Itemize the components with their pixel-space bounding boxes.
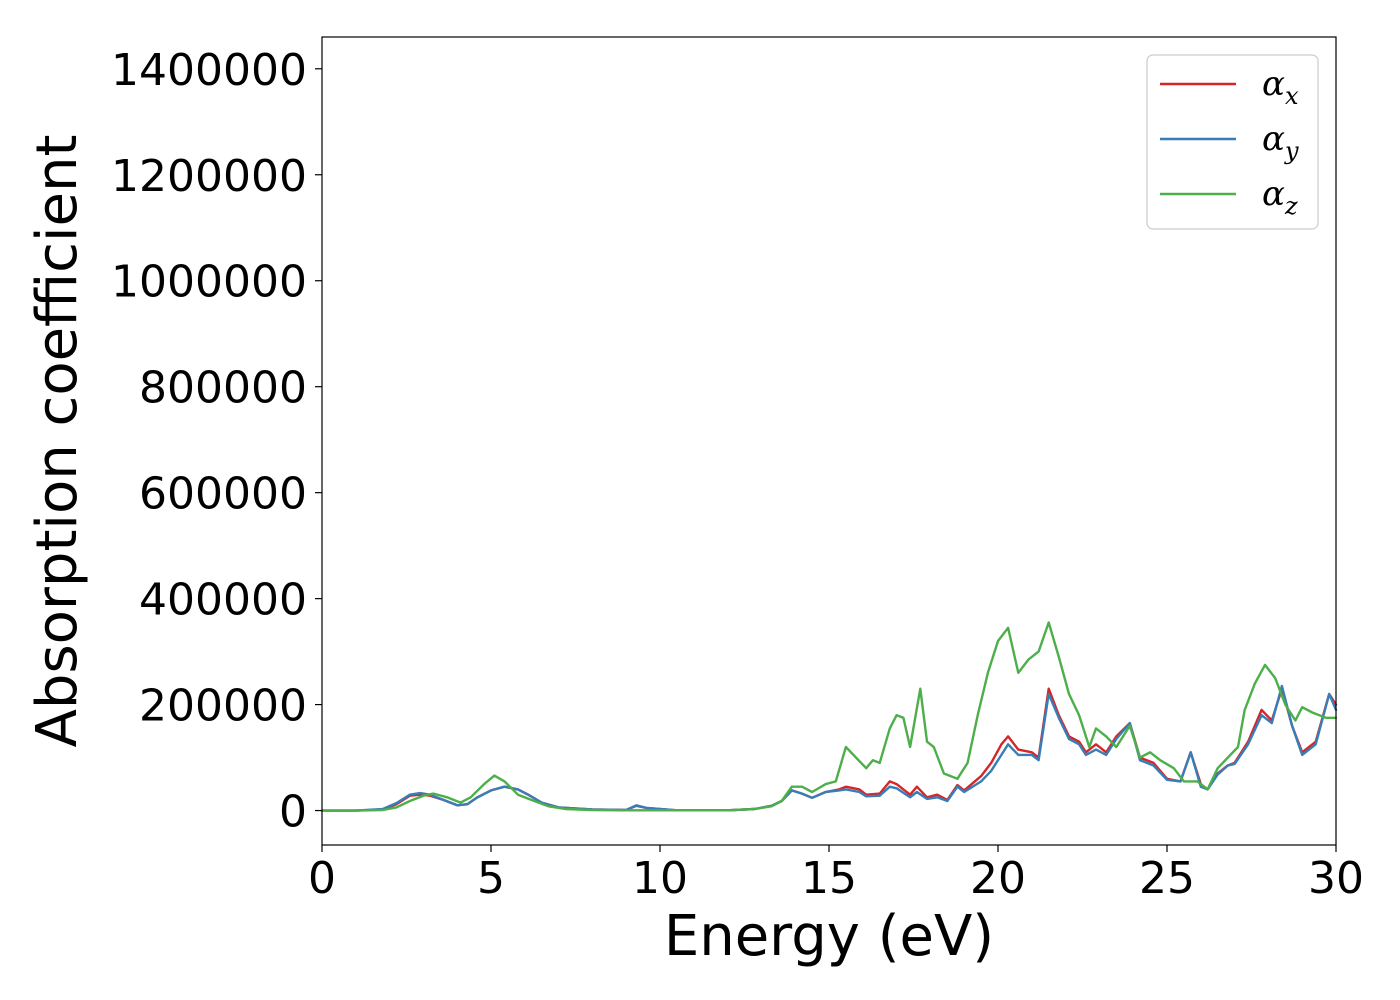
series-line-z [320,621,1338,812]
x-tick-label: 30 [1308,853,1364,904]
y-tick-label: 800000 [139,363,307,414]
y-tick-label: 600000 [139,469,307,520]
series-layer [320,621,1338,812]
y-axis-title: Absorption coefficient [25,135,90,748]
x-tick-label: 25 [1139,853,1195,904]
x-axis-title: Energy (eV) [664,904,994,969]
y-axis: 0 200000 400000 600000 800000 1000000 1200000 1… [111,45,322,838]
x-tick-label: 10 [632,853,688,904]
x-tick-label: 20 [970,853,1026,904]
y-tick-label: 1000000 [111,257,307,308]
legend-label-x: αx [1262,64,1299,110]
legend-label-y: αy [1262,119,1299,165]
legend-items: αx αy αz [1160,64,1299,220]
x-axis: 0 5 10 15 20 25 30 [308,845,1364,904]
x-tick-label: 0 [308,853,336,904]
y-tick-label: 400000 [139,575,307,626]
legend: αx αy αz [1146,54,1319,230]
legend-label-z: αz [1262,174,1298,220]
series-line-y [320,684,1338,812]
x-tick-label: 15 [801,853,857,904]
y-tick-label: 0 [279,787,307,838]
y-tick-label: 1400000 [111,45,307,96]
y-tick-label: 1200000 [111,151,307,202]
legend-box [1146,54,1319,230]
y-tick-label: 200000 [139,681,307,732]
x-tick-label: 5 [477,853,505,904]
